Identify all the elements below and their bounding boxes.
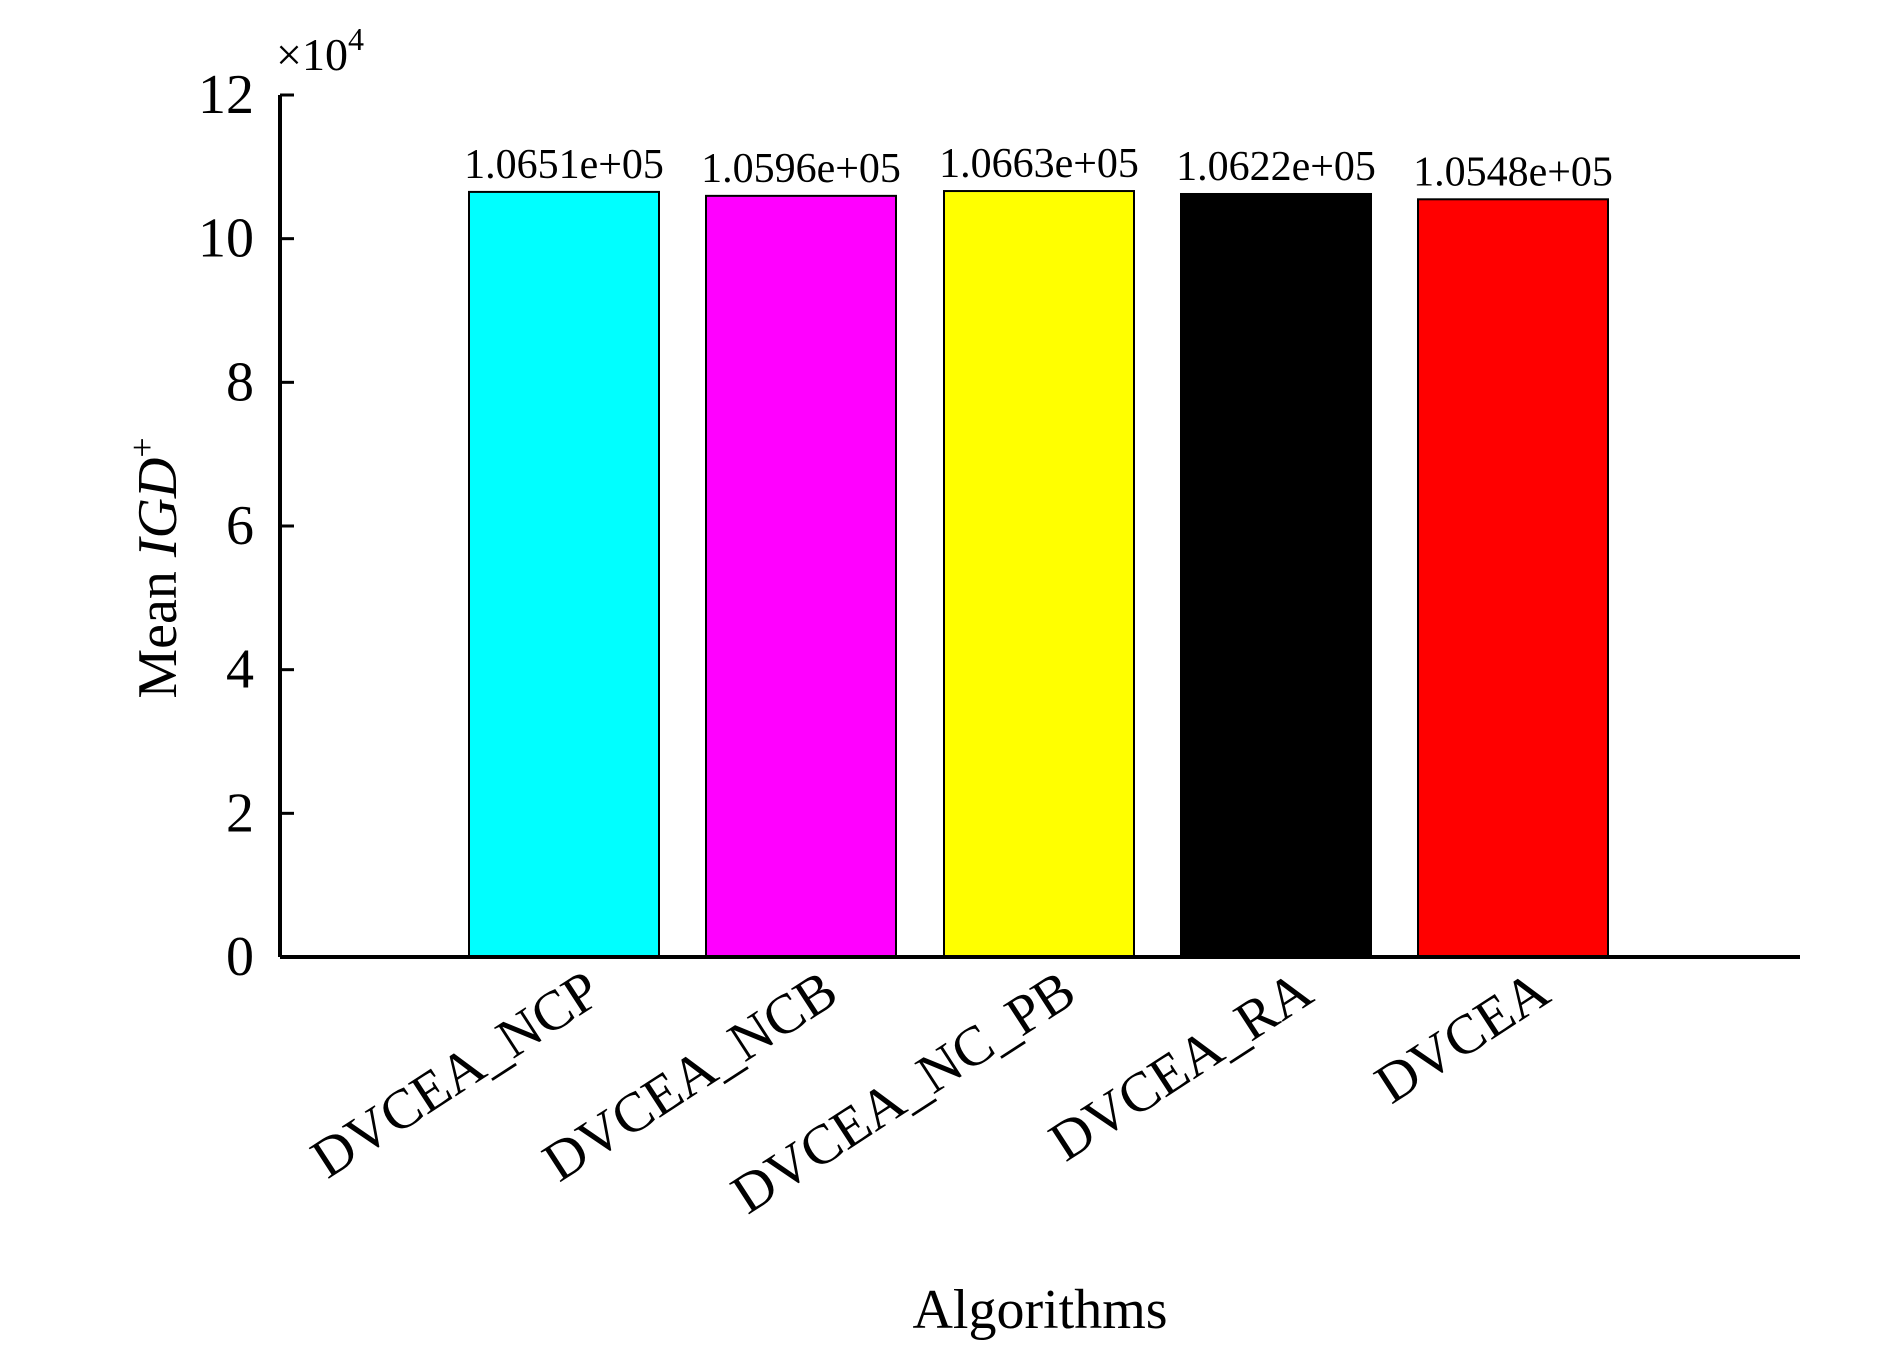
bar-dvcea — [1417, 198, 1609, 958]
y-tick-label: 0 — [226, 926, 254, 988]
bars-layer — [468, 190, 1609, 959]
bar-value-label: 1.0651e+05 — [464, 142, 664, 188]
x-tick-label: DVCEA — [1365, 959, 1561, 1116]
bar-value-label: 1.0548e+05 — [1413, 149, 1613, 195]
bar-dvcea-nc-pb — [943, 190, 1135, 959]
bar-dvcea-ra — [1180, 192, 1372, 958]
y-tick-label: 2 — [226, 782, 254, 844]
y-axis-multiplier: ×104 — [276, 21, 364, 80]
x-axis-title: Algorithms — [912, 1279, 1167, 1341]
y-tick-label: 12 — [198, 64, 254, 126]
y-tick-label: 4 — [226, 639, 254, 701]
labels-layer: 1.0651e+05 1.0596e+05 1.0663e+05 1.0622e+05… — [198, 64, 1613, 1226]
bar-dvcea-ncp — [468, 190, 660, 959]
y-tick-label: 8 — [226, 351, 254, 413]
x-tick-label: DVCEA_RA — [1039, 959, 1324, 1174]
bar-value-label: 1.0663e+05 — [939, 141, 1139, 187]
bar-dvcea-ncb — [705, 194, 897, 958]
y-tick-label: 10 — [198, 208, 254, 270]
bar-value-label: 1.0596e+05 — [701, 146, 901, 192]
y-tick-label: 6 — [226, 495, 254, 557]
axes-layer — [278, 93, 1800, 959]
y-axis-title: Mean IGD+ — [122, 437, 189, 698]
bar-value-label: 1.0622e+05 — [1176, 144, 1376, 190]
